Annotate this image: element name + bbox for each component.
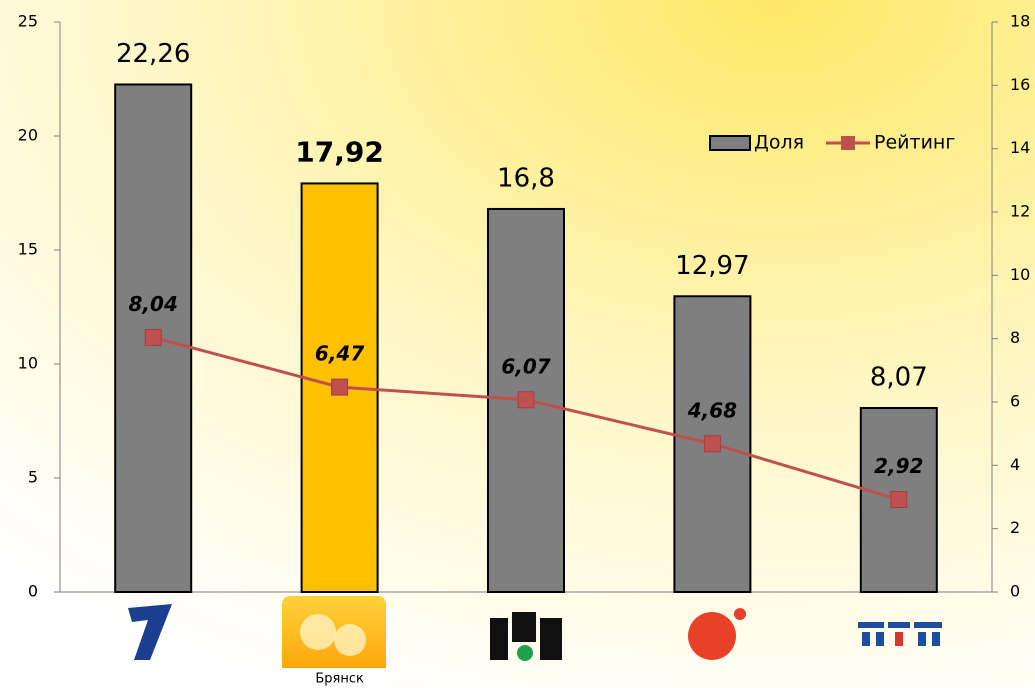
logo-3	[512, 612, 536, 642]
y2-tick-label: 10	[1010, 265, 1030, 284]
logo-3-dot	[517, 645, 533, 661]
bar-value-label: 17,92	[295, 135, 384, 168]
y2-tick-label: 16	[1010, 75, 1030, 94]
y2-tick-label: 4	[1010, 455, 1020, 474]
y2-tick-label: 2	[1010, 518, 1020, 537]
y-tick-label: 15	[18, 240, 38, 259]
y-tick-label: 0	[28, 582, 38, 601]
y2-tick-label: 12	[1010, 202, 1030, 221]
line-value-label: 8,04	[129, 292, 178, 316]
line-value-label: 4,68	[687, 398, 737, 422]
bar-value-label: 12,97	[675, 251, 749, 281]
logo-3	[540, 618, 562, 660]
bar-value-label: 8,07	[870, 363, 928, 393]
logos	[128, 596, 942, 688]
logo-2-shape	[334, 624, 366, 656]
legend-label: Доля	[754, 132, 804, 154]
line-marker	[331, 378, 349, 396]
logo-1	[128, 604, 172, 660]
logo-2-strip	[282, 668, 386, 688]
logo-5	[895, 632, 903, 646]
y-tick-label: 20	[18, 126, 38, 145]
logo-2-shape	[300, 614, 336, 650]
y-tick-label: 10	[18, 354, 38, 373]
line-value-label: 6,47	[315, 342, 364, 366]
bar-value-label: 22,26	[116, 39, 190, 69]
logo-5	[914, 622, 942, 628]
y2-tick-label: 0	[1010, 582, 1020, 601]
line-marker	[703, 435, 721, 453]
logo-5	[862, 632, 870, 646]
line-value-label: 2,92	[874, 454, 923, 478]
logo-5	[876, 632, 884, 646]
legend-swatch	[841, 136, 855, 150]
y2-tick-label: 8	[1010, 328, 1020, 347]
line-marker	[890, 491, 908, 509]
logo-3	[490, 618, 508, 660]
line-value-label: 6,07	[501, 354, 550, 378]
y-tick-label: 25	[18, 12, 38, 31]
y2-tick-label: 18	[1010, 12, 1030, 31]
logo-5	[918, 632, 926, 646]
x-tick-label: Брянск	[315, 672, 364, 687]
logo-5	[888, 622, 910, 628]
y2-tick-label: 14	[1010, 138, 1030, 157]
logo-5	[858, 622, 884, 628]
y-tick-label: 5	[28, 468, 38, 487]
bar-value-label: 16,8	[497, 163, 555, 193]
line-marker	[517, 391, 535, 409]
logo-5	[932, 632, 940, 646]
line-marker	[144, 328, 162, 346]
logo-4-dot	[734, 608, 746, 620]
legend-swatch	[709, 135, 751, 151]
y2-tick-label: 6	[1010, 392, 1020, 411]
legend-label: Рейтинг	[874, 132, 955, 154]
logo-4	[688, 612, 736, 660]
